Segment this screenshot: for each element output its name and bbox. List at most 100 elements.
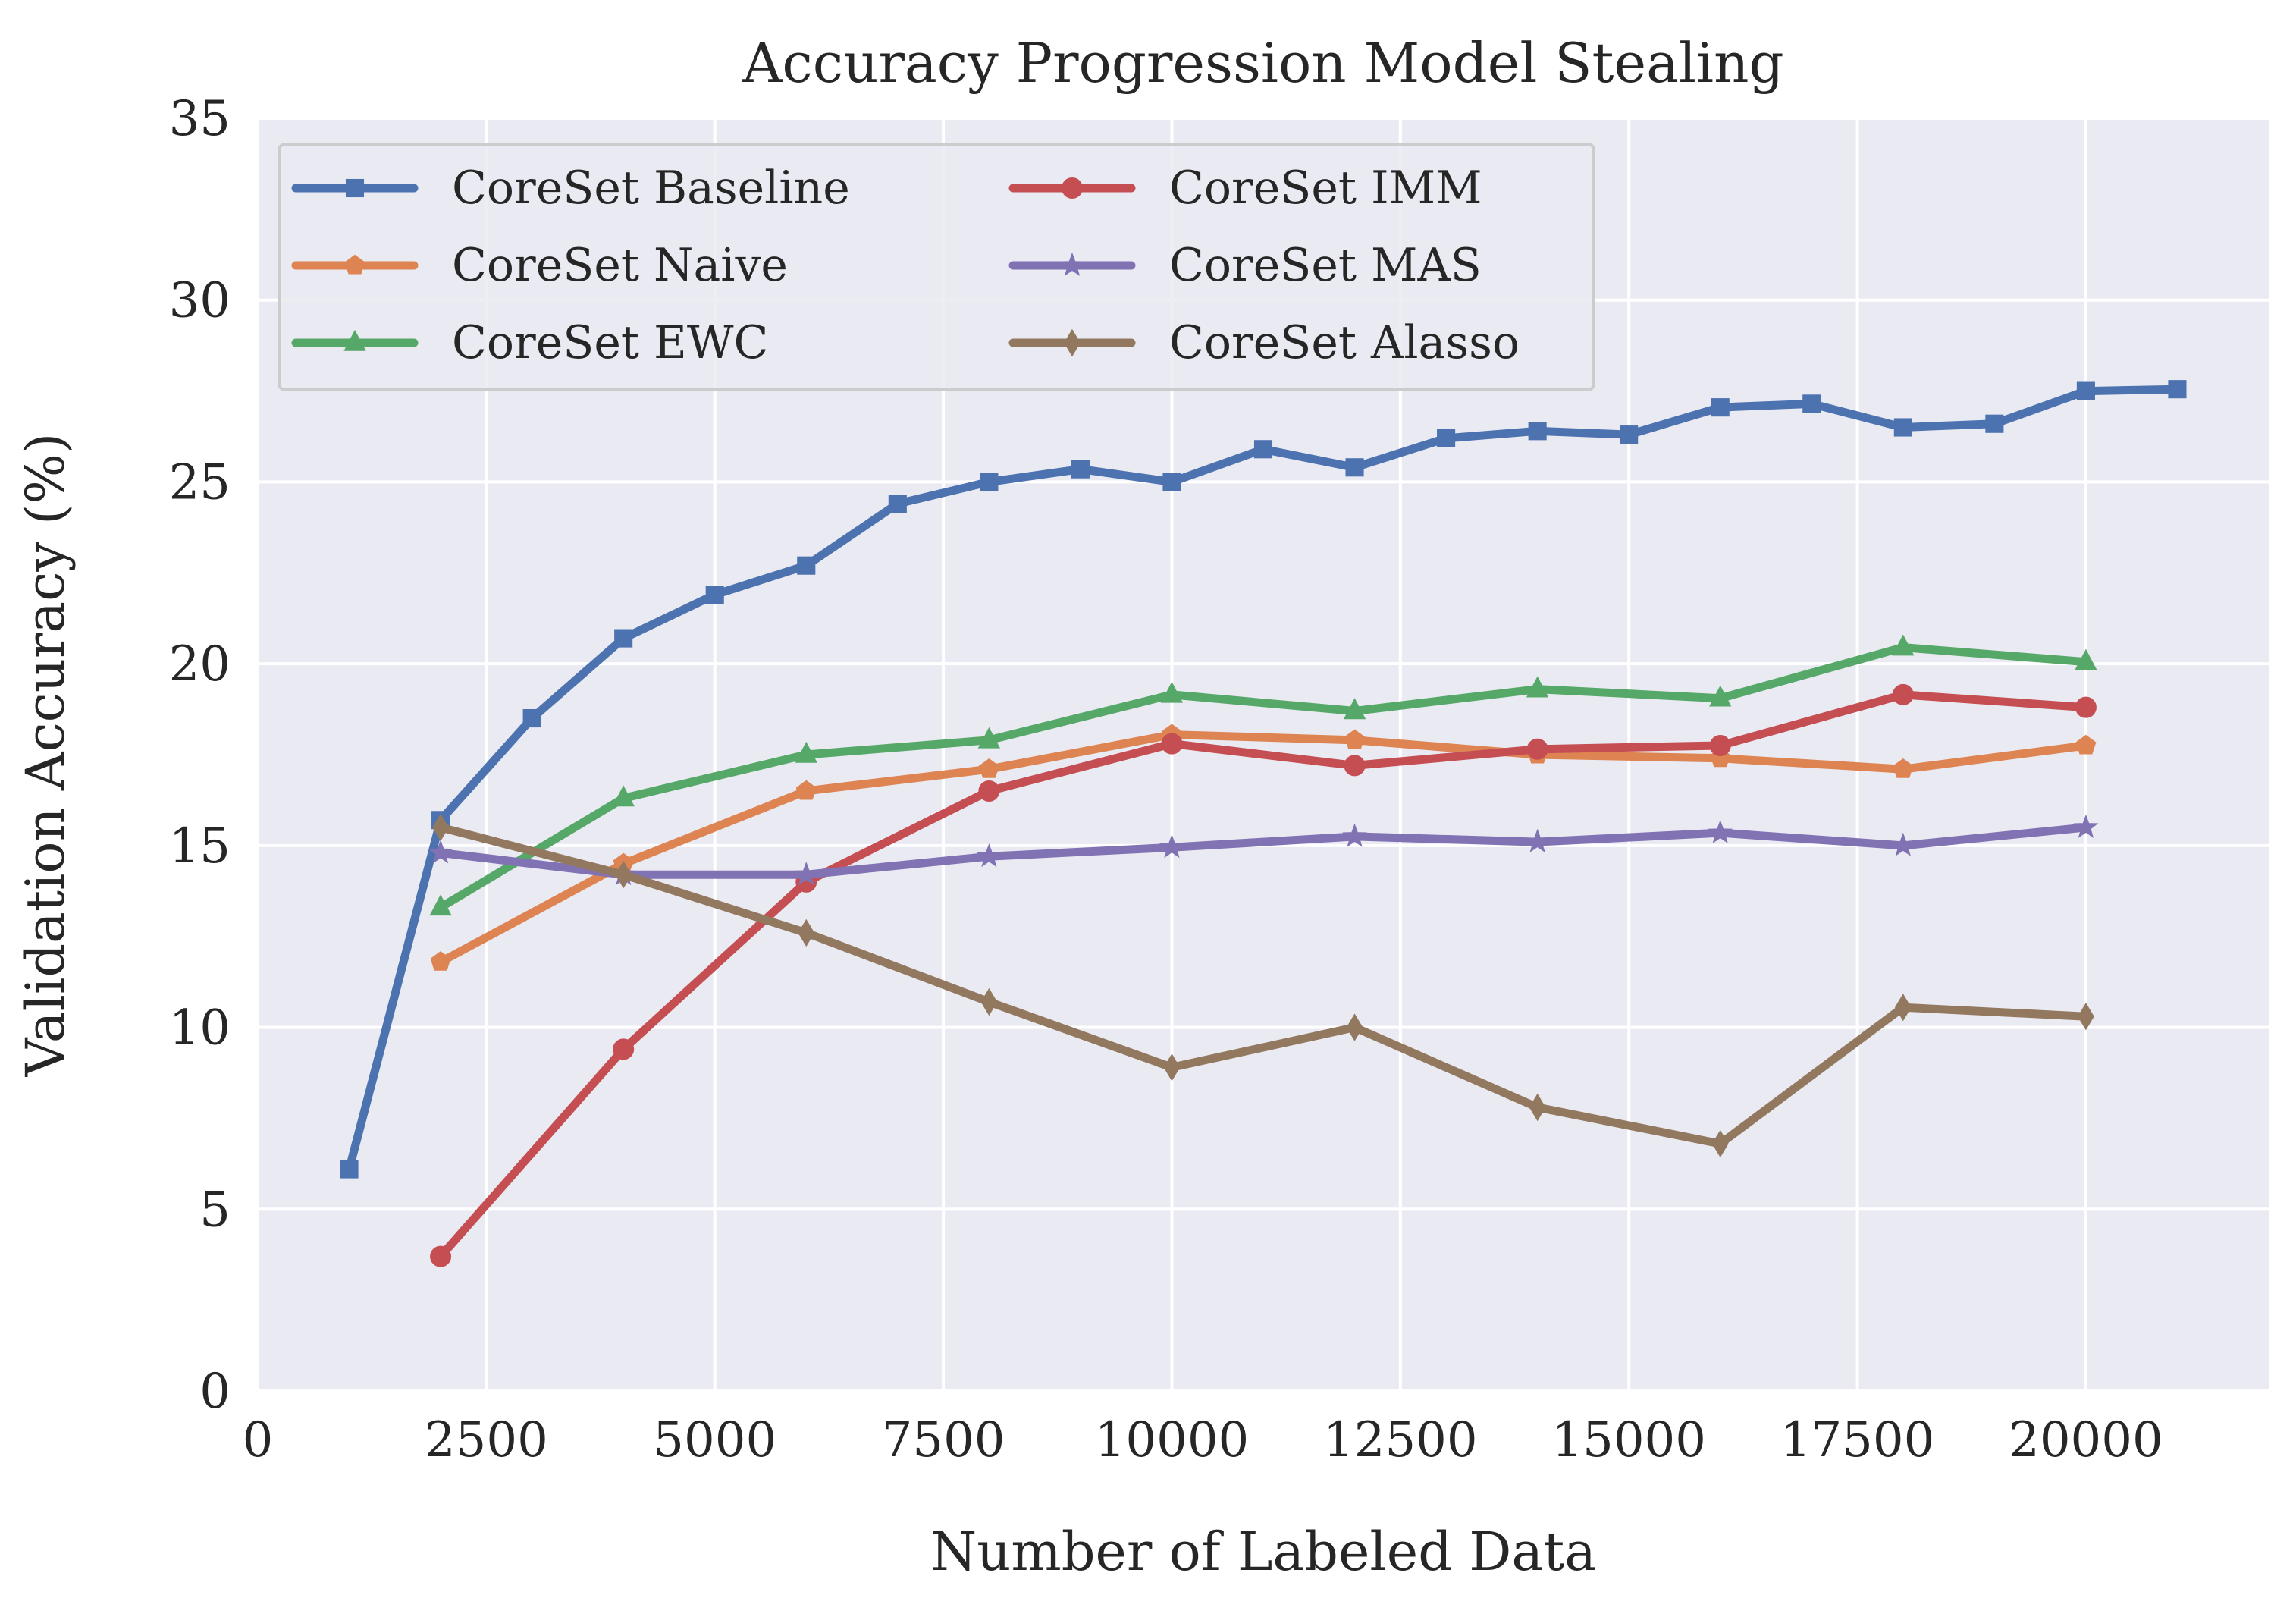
data-point <box>1529 1093 1546 1122</box>
data-point <box>429 894 452 916</box>
legend-label: CoreSet Alasso <box>1169 316 1520 369</box>
y-tick-label: 30 <box>169 273 231 329</box>
data-point <box>1709 685 1732 707</box>
data-point <box>2076 381 2095 400</box>
x-tick-label: 2500 <box>425 1412 548 1468</box>
data-point <box>795 741 817 763</box>
y-tick-label: 25 <box>169 454 231 510</box>
data-point <box>614 629 633 648</box>
data-point <box>1253 440 1273 459</box>
data-point <box>1437 429 1456 447</box>
data-point <box>430 1245 452 1267</box>
tick-labels: 0 2500 5000 7500 10000 12500 15000 17500 20000 0 5… <box>169 91 2163 1468</box>
data-point <box>1711 1129 1729 1158</box>
legend-frame <box>278 143 1595 391</box>
data-point <box>1160 681 1184 703</box>
data-point <box>1709 735 1731 757</box>
series-coreset-baseline <box>340 380 2187 1179</box>
y-tick-label: 20 <box>169 636 231 692</box>
data-point <box>1620 425 1639 444</box>
series-line <box>436 643 2091 912</box>
data-point <box>888 495 907 513</box>
data-point <box>797 556 816 575</box>
data-point <box>1890 832 1916 856</box>
series-line <box>436 690 2091 1261</box>
chart-title: Accuracy Progression Model Stealing <box>742 31 1783 95</box>
y-tick-label: 5 <box>199 1182 231 1238</box>
data-point <box>1711 398 1730 417</box>
legend-label: CoreSet Baseline <box>452 162 850 215</box>
data-point <box>432 813 450 842</box>
x-tick-label: 0 <box>243 1412 274 1468</box>
data-point <box>1893 418 1912 437</box>
data-point <box>2075 696 2097 718</box>
legend-marker <box>345 178 365 198</box>
data-point <box>340 1160 359 1179</box>
data-point <box>1894 994 1912 1022</box>
series-line <box>436 823 2091 879</box>
data-point <box>1526 738 1548 760</box>
data-point <box>1893 758 1914 778</box>
x-tick-label: 5000 <box>653 1412 776 1468</box>
legend-item: CoreSet Naive <box>291 239 788 292</box>
x-tick-label: 15000 <box>1551 1412 1706 1468</box>
data-point <box>1892 634 1915 656</box>
legend-item: CoreSet EWC <box>291 316 768 369</box>
data-point <box>2077 1002 2094 1031</box>
data-point <box>1342 823 1367 847</box>
data-point <box>2168 380 2187 399</box>
data-point <box>1525 828 1551 853</box>
data-point <box>798 918 815 947</box>
data-point <box>1344 755 1366 777</box>
legend-item: CoreSet Baseline <box>291 162 850 215</box>
legend-label: CoreSet EWC <box>452 316 768 369</box>
data-point <box>978 780 1000 802</box>
data-point <box>1161 733 1183 755</box>
data-point <box>705 586 724 604</box>
series-layer <box>340 380 2187 1267</box>
x-axis-label: Number of Labeled Data <box>930 1521 1596 1583</box>
data-point <box>976 843 1002 868</box>
data-point <box>1802 394 1821 413</box>
data-point <box>1708 819 1733 844</box>
data-point <box>1344 729 1366 749</box>
series-line <box>436 823 2091 1148</box>
data-point <box>430 951 451 971</box>
data-point <box>2073 814 2099 838</box>
data-point <box>980 987 998 1016</box>
data-point <box>612 785 635 807</box>
data-point <box>2075 734 2097 755</box>
legend-marker <box>1064 328 1081 357</box>
x-tick-label: 20000 <box>2009 1412 2163 1468</box>
legend-label: CoreSet Naive <box>452 239 788 292</box>
data-point <box>1159 834 1184 859</box>
data-point <box>428 840 453 864</box>
y-tick-label: 35 <box>169 91 231 147</box>
data-point <box>1162 473 1181 491</box>
data-point <box>615 861 632 889</box>
data-point <box>980 473 999 491</box>
x-tick-label: 17500 <box>1780 1412 1935 1468</box>
legend-marker <box>343 329 366 351</box>
series-line <box>436 730 2091 966</box>
legend-label: CoreSet IMM <box>1169 162 1482 215</box>
data-point <box>977 727 1001 749</box>
data-point <box>1892 683 1914 705</box>
data-point <box>795 780 817 800</box>
legend-item: CoreSet Alasso <box>1008 316 1520 369</box>
x-tick-label: 7500 <box>882 1412 1005 1468</box>
legend-marker <box>1062 177 1083 199</box>
y-axis-label: Validation Accuracy (%) <box>14 433 77 1078</box>
data-point <box>1343 698 1366 720</box>
legend-label: CoreSet MAS <box>1169 239 1482 292</box>
data-point <box>1345 458 1364 477</box>
series-coreset-ewc <box>429 634 2097 916</box>
y-tick-label: 15 <box>169 818 231 874</box>
data-point <box>2075 648 2097 670</box>
legend-marker <box>344 254 365 275</box>
data-point <box>978 758 999 778</box>
data-point <box>1163 1053 1181 1082</box>
series-coreset-alasso <box>432 813 2094 1158</box>
legend-item: CoreSet MAS <box>1008 239 1482 292</box>
